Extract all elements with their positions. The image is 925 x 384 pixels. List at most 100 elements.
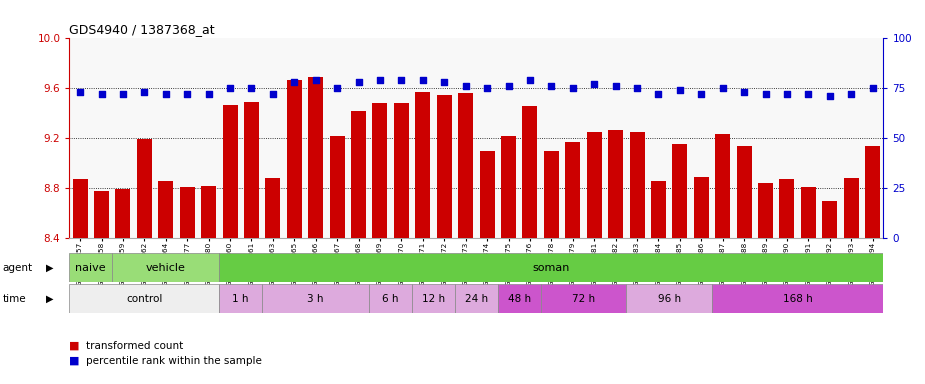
Bar: [540, 284, 626, 313]
Bar: [69, 284, 219, 313]
Point: [758, 91, 773, 98]
Bar: [262, 284, 369, 313]
Text: ▶: ▶: [46, 294, 54, 304]
Text: 3 h: 3 h: [307, 293, 324, 304]
Point: [223, 85, 238, 91]
Point: [651, 91, 666, 98]
Text: 24 h: 24 h: [464, 293, 488, 304]
Point: [865, 85, 880, 91]
Text: GDS4940 / 1387368_at: GDS4940 / 1387368_at: [69, 23, 215, 36]
Bar: [630, 132, 645, 238]
Bar: [844, 178, 858, 238]
Bar: [94, 191, 109, 238]
Point: [137, 89, 152, 95]
Point: [415, 77, 430, 83]
Text: 48 h: 48 h: [508, 293, 531, 304]
Text: soman: soman: [533, 263, 570, 273]
Bar: [179, 187, 194, 238]
Bar: [865, 146, 881, 238]
Text: agent: agent: [3, 263, 33, 273]
Text: 96 h: 96 h: [658, 293, 681, 304]
Point: [244, 85, 259, 91]
Bar: [352, 111, 366, 238]
Bar: [626, 284, 712, 313]
Text: 12 h: 12 h: [422, 293, 445, 304]
Bar: [565, 142, 580, 238]
Bar: [413, 284, 455, 313]
Point: [780, 91, 795, 98]
Bar: [219, 253, 883, 282]
Bar: [712, 284, 883, 313]
Point: [609, 83, 623, 89]
Point: [437, 79, 451, 85]
Point: [630, 85, 645, 91]
Text: percentile rank within the sample: percentile rank within the sample: [86, 356, 262, 366]
Bar: [72, 179, 88, 238]
Bar: [116, 189, 130, 238]
Point: [822, 93, 837, 99]
Point: [458, 83, 473, 89]
Bar: [715, 134, 730, 238]
Bar: [415, 92, 430, 238]
Bar: [479, 151, 495, 238]
Bar: [758, 183, 773, 238]
Bar: [137, 139, 152, 238]
Bar: [369, 284, 413, 313]
Bar: [437, 94, 451, 238]
Point: [694, 91, 709, 98]
Text: time: time: [3, 294, 27, 304]
Text: 72 h: 72 h: [572, 293, 595, 304]
Bar: [158, 181, 173, 238]
Bar: [287, 79, 302, 238]
Bar: [780, 179, 795, 238]
Text: ■: ■: [69, 356, 80, 366]
Bar: [455, 284, 498, 313]
Point: [586, 81, 601, 88]
Bar: [501, 136, 516, 238]
Bar: [373, 103, 388, 238]
Point: [116, 91, 130, 98]
Text: 168 h: 168 h: [783, 293, 812, 304]
Point: [287, 79, 302, 85]
Point: [352, 79, 366, 85]
Text: ▶: ▶: [46, 263, 54, 273]
Text: 1 h: 1 h: [232, 293, 249, 304]
Text: 6 h: 6 h: [382, 293, 399, 304]
Point: [202, 91, 216, 98]
Point: [94, 91, 109, 98]
Bar: [651, 181, 666, 238]
Bar: [308, 77, 323, 238]
Point: [480, 85, 495, 91]
Bar: [523, 106, 537, 238]
Text: transformed count: transformed count: [86, 341, 183, 351]
Bar: [223, 104, 238, 238]
Bar: [265, 178, 280, 238]
Point: [265, 91, 280, 98]
Point: [672, 87, 687, 93]
Text: control: control: [126, 293, 163, 304]
Point: [844, 91, 858, 98]
Bar: [694, 177, 709, 238]
Point: [523, 77, 537, 83]
Bar: [329, 136, 345, 238]
Bar: [544, 151, 559, 238]
Point: [373, 77, 388, 83]
Point: [565, 85, 580, 91]
Bar: [69, 253, 112, 282]
Bar: [586, 132, 601, 238]
Point: [329, 85, 344, 91]
Text: vehicle: vehicle: [146, 263, 186, 273]
Point: [501, 83, 516, 89]
Bar: [608, 129, 623, 238]
Point: [715, 85, 730, 91]
Bar: [394, 103, 409, 238]
Bar: [672, 144, 687, 238]
Point: [394, 77, 409, 83]
Bar: [822, 201, 837, 238]
Point: [158, 91, 173, 98]
Bar: [219, 284, 262, 313]
Point: [801, 91, 816, 98]
Point: [179, 91, 194, 98]
Point: [736, 89, 751, 95]
Bar: [458, 93, 474, 238]
